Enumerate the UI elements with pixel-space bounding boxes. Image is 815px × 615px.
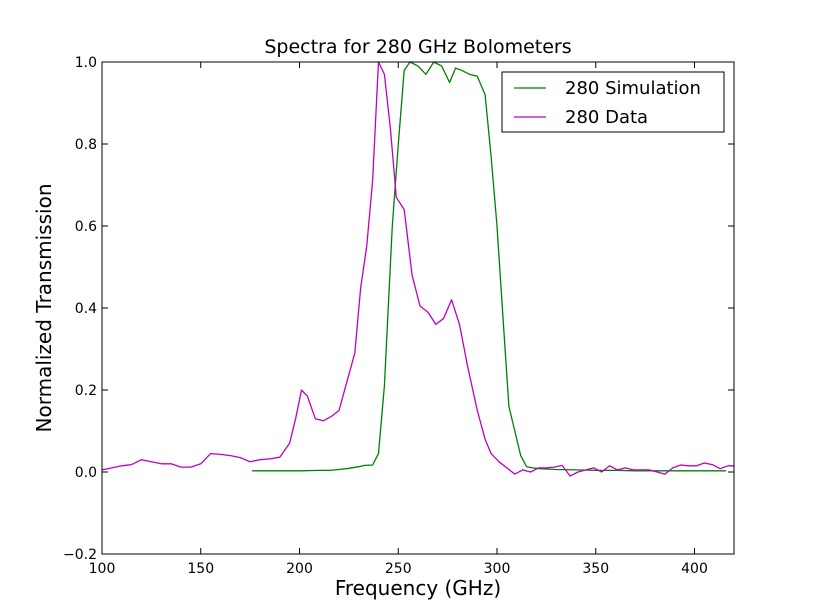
x-tick-label: 100: [89, 561, 116, 577]
series-line-280-data: [101, 61, 734, 477]
x-tick-label: 400: [681, 561, 708, 577]
legend-label-data: 280 Data: [565, 107, 648, 128]
x-tick-label: 250: [385, 561, 412, 577]
y-tick-label: 0.8: [75, 137, 97, 153]
y-axis: −0.2 0.0 0.2 0.4 0.6 0.8 1.0: [63, 55, 734, 563]
y-tick-label: 0.4: [75, 301, 97, 317]
x-axis-label: Frequency (GHz): [335, 576, 501, 600]
y-tick-label: 1.0: [75, 55, 97, 71]
x-tick-label: 300: [484, 561, 511, 577]
y-tick-label: 0.6: [75, 219, 97, 235]
chart-title: Spectra for 280 GHz Bolometers: [264, 36, 571, 58]
plot-frame: [101, 61, 735, 555]
legend-box: [501, 71, 725, 133]
x-tick-label: 200: [286, 561, 313, 577]
y-tick-label: 0.2: [75, 383, 97, 399]
series-line-280-simulation: [252, 61, 727, 472]
x-axis: 100 150 200 250 300 350 400: [89, 62, 708, 577]
plot-lines: [101, 61, 734, 477]
x-tick-label: 350: [582, 561, 609, 577]
y-axis-label: Normalized Transmission: [32, 184, 56, 433]
legend: 280 Simulation 280 Data: [501, 71, 725, 133]
y-tick-label: 0.0: [75, 465, 97, 481]
x-tick-label: 150: [187, 561, 214, 577]
y-tick-label: −0.2: [63, 547, 97, 563]
legend-label-simulation: 280 Simulation: [565, 78, 701, 99]
